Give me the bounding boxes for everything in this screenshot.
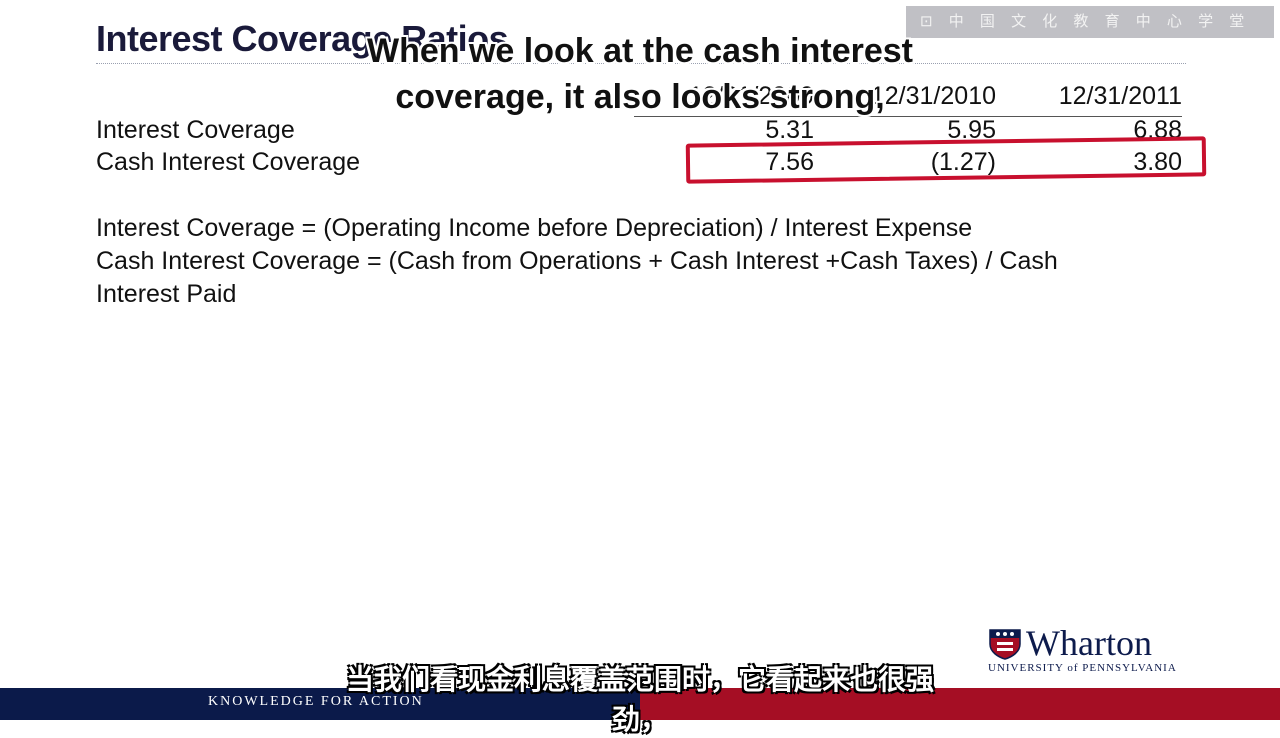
cell-value: 7.56 <box>765 148 814 176</box>
logo-wordmark: Wharton <box>1026 623 1152 663</box>
logo-subtitle: UNIVERSITY of PENNSYLVANIA <box>988 662 1177 674</box>
wharton-logo: Wharton UNIVERSITY of PENNSYLVANIA <box>988 623 1192 674</box>
formula-cash-coverage-cont: Interest Paid <box>96 280 237 308</box>
slide-title: Interest Coverage Ratios <box>96 18 509 59</box>
watermark-overlay: ⊡ 中 国 文 化 教 育 中 心 学 堂 <box>906 6 1274 38</box>
subtitle-english: When we look at the cash interest covera… <box>366 32 913 116</box>
formula-cash-coverage: Cash Interest Coverage = (Cash from Oper… <box>96 247 1058 275</box>
title-divider <box>96 63 1186 64</box>
shield-icon <box>989 629 1021 660</box>
row-label: Cash Interest Coverage <box>96 148 361 176</box>
row-label: Interest Coverage <box>96 116 295 144</box>
table-row: Interest Coverage 5.31 5.95 6.88 <box>96 116 1186 148</box>
cell-value: (1.27) <box>930 148 996 176</box>
header-underline <box>634 116 1182 117</box>
cell-value: 6.88 <box>1133 116 1182 144</box>
footer-tagline: KNOWLEDGE FOR ACTION <box>208 694 424 709</box>
highlight-box <box>685 136 1207 184</box>
subtitle-chinese: 当我们看现金利息覆盖范围时，它看起来也很强劲， <box>345 664 934 735</box>
cell-value: 3.80 <box>1133 148 1182 176</box>
cell-value: 5.31 <box>765 116 814 144</box>
footer-bar-red <box>640 688 1280 720</box>
cell-value: 5.95 <box>947 116 996 144</box>
footer-bar-blue <box>0 688 640 720</box>
table-row: Cash Interest Coverage 7.56 (1.27) 3.80 <box>96 148 1186 180</box>
formula-interest-coverage: Interest Coverage = (Operating Income be… <box>96 214 973 242</box>
